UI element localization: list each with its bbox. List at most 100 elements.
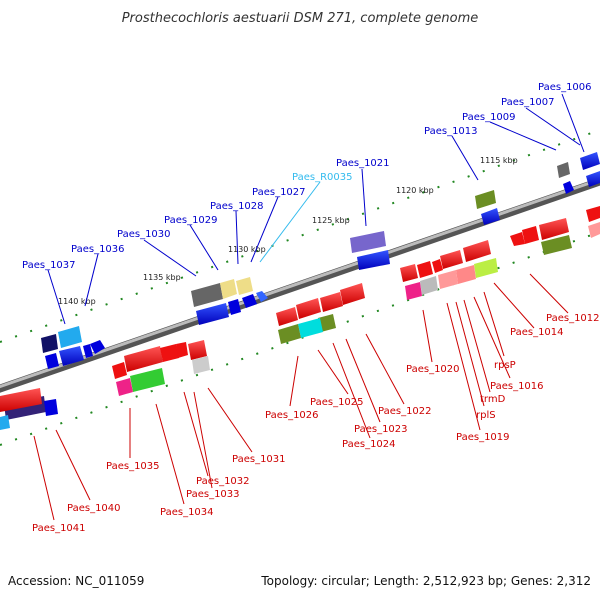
leader-line [493,282,535,329]
forward-gene [83,344,93,358]
reverse-gene [160,344,179,362]
gene-label-paes-1009[interactable]: Paes_1009 [462,112,516,123]
gene-label-paes-r0035[interactable]: Paes_R0035 [292,172,352,183]
gene-label-paes-1027[interactable]: Paes_1027 [252,187,306,198]
reverse-gene [112,362,127,379]
forward-gene [481,208,500,225]
gene-label-rpls[interactable]: rplS [476,410,496,421]
reverse-gene [276,307,298,326]
reverse-labels: Paes_1012 Paes_1014 rpsP Paes_1016 trmD … [32,313,600,534]
kbp-labels: 1115 kbp 1120 kbp 1125 kbp 1130 kbp 1135… [58,156,518,306]
reverse-gene [124,346,163,372]
reverse-gene [588,222,600,238]
leader-line [365,333,405,405]
gene-label-paes-1014[interactable]: Paes_1014 [510,327,564,338]
reverse-leaders [33,273,569,521]
forward-gene [90,340,105,354]
gene-label-paes-1034[interactable]: Paes_1034 [160,507,214,518]
map-title: Prosthecochloris aestuarii DSM 271, comp… [122,11,479,26]
reverse-gene [522,226,539,244]
gene-label-paes-1024[interactable]: Paes_1024 [342,439,396,450]
forward-gene [242,294,257,308]
reverse-gene [417,261,433,278]
gene-label-paes-1021[interactable]: Paes_1021 [336,158,390,169]
gene-label-paes-1020[interactable]: Paes_1020 [406,364,460,375]
gene-label-paes-1041[interactable]: Paes_1041 [32,523,86,534]
reverse-gene [586,206,600,222]
reverse-gene [539,218,569,240]
reverse-gene [510,232,525,246]
leader-line [483,291,505,357]
reverse-gene [541,235,572,255]
gene-label-paes-1019[interactable]: Paes_1019 [456,432,510,443]
gene-label-paes-1026[interactable]: Paes_1026 [265,410,319,421]
leader-line [207,387,253,453]
forward-gene [44,399,58,416]
leader-line [55,429,91,501]
leader-line [235,210,239,265]
gene-label-paes-1036[interactable]: Paes_1036 [71,244,125,255]
leader-line [463,299,491,393]
forward-gene [357,250,390,270]
reverse-gene [278,324,301,344]
reverse-genes [0,206,600,412]
gene-label-paes-1016[interactable]: Paes_1016 [490,381,544,392]
kbp-label: 1140 kbp [58,297,96,306]
reverse-gene [340,283,365,305]
leader-line [259,181,321,263]
leader-line [84,253,99,307]
leader-line [33,435,55,521]
forward-gene [228,299,241,315]
leader-line [289,355,299,407]
gene-label-paes-1037[interactable]: Paes_1037 [22,260,76,271]
forward-gene [350,231,386,253]
gene-label-paes-1029[interactable]: Paes_1029 [164,215,218,226]
forward-gene [41,334,58,353]
forward-leaders [47,93,585,325]
leader-line [155,403,185,505]
reverse-gene [130,368,165,392]
gene-label-paes-1031[interactable]: Paes_1031 [232,454,286,465]
leader-line [345,338,381,423]
reverse-gene [440,250,463,269]
gene-label-paes-1033[interactable]: Paes_1033 [186,489,240,500]
gene-label-paes-1040[interactable]: Paes_1040 [67,503,121,514]
reverse-gene [438,270,458,289]
kbp-label: 1135 kbp [143,273,181,282]
genome-backbone [0,177,600,393]
kbp-label: 1130 kbp [228,245,266,254]
gene-label-paes-1028[interactable]: Paes_1028 [210,201,264,212]
kbp-label: 1115 kbp [480,156,518,165]
gene-label-trmd[interactable]: trmD [480,394,506,405]
reverse-gene [192,356,210,374]
leader-line [317,349,349,395]
gene-label-paes-1022[interactable]: Paes_1022 [378,406,432,417]
rna-leaders [259,181,321,263]
gene-label-paes-1007[interactable]: Paes_1007 [501,97,555,108]
reverse-gene [420,276,438,295]
reverse-gene [320,292,343,312]
forward-gene [557,162,570,178]
gene-label-paes-1035[interactable]: Paes_1035 [106,461,160,472]
forward-labels: Paes_1006 Paes_1007 Paes_1009 Paes_1013 … [22,82,592,271]
reverse-gene [0,388,42,412]
leader-line [529,273,569,314]
reverse-gene [456,265,476,284]
gene-label-paes-1030[interactable]: Paes_1030 [117,229,171,240]
leader-line [183,391,209,477]
gene-label-paes-1012[interactable]: Paes_1012 [546,313,600,324]
gene-label-paes-1025[interactable]: Paes_1025 [310,397,364,408]
leader-line [332,342,371,439]
gene-label-paes-1006[interactable]: Paes_1006 [538,82,592,93]
gene-label-paes-1032[interactable]: Paes_1032 [196,476,250,487]
leader-line [361,168,367,227]
reverse-gene [318,314,336,332]
leader-line [489,121,557,151]
topology-text: Topology: circular; Length: 2,512,923 bp… [260,574,591,588]
forward-gene [196,303,229,325]
gene-label-paes-1013[interactable]: Paes_1013 [424,126,478,137]
gene-label-rpsp[interactable]: rpsP [494,360,516,371]
reverse-gene [432,259,443,273]
gene-label-paes-1023[interactable]: Paes_1023 [354,424,408,435]
